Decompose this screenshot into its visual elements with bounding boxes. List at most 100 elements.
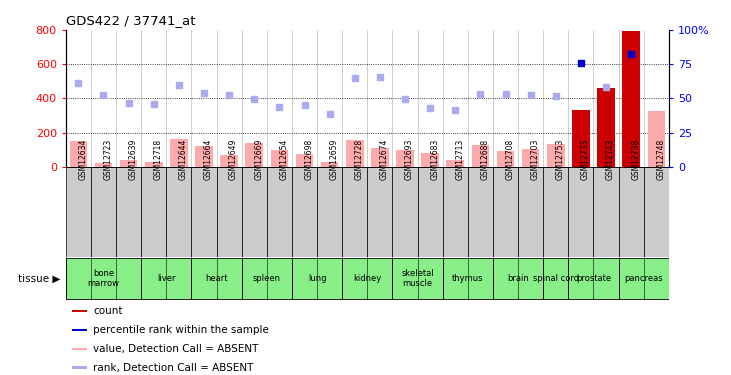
Bar (393, 167, 417, 257)
Bar (543, 167, 569, 257)
Text: bone
marrow: bone marrow (88, 269, 119, 288)
Bar (192, 167, 216, 257)
Bar (644, 167, 669, 257)
Bar (242, 258, 292, 299)
Bar (145, 162, 162, 167)
Bar (497, 152, 515, 167)
Text: GSM12693: GSM12693 (405, 139, 414, 180)
Text: rank, Detection Call = ABSENT: rank, Detection Call = ABSENT (93, 363, 254, 372)
Bar (69, 141, 87, 167)
Bar (195, 146, 213, 167)
Bar (493, 167, 518, 257)
Bar (342, 258, 393, 299)
Text: GSM12644: GSM12644 (179, 139, 188, 180)
Bar (220, 155, 238, 167)
Bar (72, 348, 87, 350)
Bar (242, 167, 267, 257)
Text: count: count (93, 306, 122, 316)
Text: GSM12738: GSM12738 (631, 139, 640, 180)
Text: GSM12674: GSM12674 (380, 139, 389, 180)
Bar (522, 149, 539, 167)
Bar (547, 144, 564, 167)
Bar (471, 145, 489, 167)
Bar (447, 160, 464, 167)
Bar (443, 258, 493, 299)
Text: value, Detection Call = ABSENT: value, Detection Call = ABSENT (93, 344, 258, 354)
Text: kidney: kidney (353, 274, 382, 283)
Bar (141, 167, 167, 257)
Bar (417, 167, 443, 257)
Text: GSM12703: GSM12703 (531, 139, 539, 180)
Bar (167, 167, 192, 257)
Bar (95, 163, 113, 167)
Bar (321, 162, 338, 167)
Text: thymus: thymus (452, 274, 484, 283)
Text: GSM12708: GSM12708 (506, 139, 515, 180)
Text: skeletal
muscle: skeletal muscle (401, 269, 434, 288)
Text: GSM12718: GSM12718 (154, 139, 163, 180)
Text: GSM12688: GSM12688 (480, 139, 489, 180)
Bar (72, 329, 87, 331)
Bar (572, 110, 590, 167)
Bar (246, 143, 263, 167)
Text: liver: liver (157, 274, 175, 283)
Bar (648, 111, 665, 167)
Text: GSM12664: GSM12664 (204, 139, 213, 180)
Bar (543, 258, 569, 299)
Bar (618, 258, 669, 299)
Text: GSM12743: GSM12743 (606, 139, 615, 180)
Text: pancreas: pancreas (624, 274, 663, 283)
Bar (518, 167, 543, 257)
Bar (618, 167, 644, 257)
Bar (371, 148, 389, 167)
Bar (296, 153, 314, 167)
Text: GSM12654: GSM12654 (279, 139, 288, 180)
Text: GSM12669: GSM12669 (254, 139, 263, 180)
Bar (367, 167, 393, 257)
Bar (569, 167, 594, 257)
Text: spinal cord: spinal cord (533, 274, 579, 283)
Text: GSM12723: GSM12723 (104, 139, 113, 180)
Bar (622, 31, 640, 167)
Bar (270, 150, 288, 167)
Bar (396, 150, 414, 167)
Text: percentile rank within the sample: percentile rank within the sample (93, 325, 269, 335)
Bar (292, 258, 342, 299)
Bar (267, 167, 292, 257)
Text: prostate: prostate (576, 274, 611, 283)
Bar (66, 167, 91, 257)
Bar (346, 140, 363, 167)
Text: GSM12698: GSM12698 (305, 139, 314, 180)
Text: GSM12748: GSM12748 (656, 139, 665, 180)
Bar (597, 88, 615, 167)
Bar (192, 258, 242, 299)
Bar (120, 160, 137, 167)
Bar (468, 167, 493, 257)
Bar (292, 167, 317, 257)
Bar (421, 153, 439, 167)
Text: lung: lung (308, 274, 326, 283)
Bar (72, 310, 87, 312)
Bar (393, 258, 443, 299)
Text: GSM12639: GSM12639 (129, 139, 137, 180)
Text: spleen: spleen (253, 274, 281, 283)
Bar (317, 167, 342, 257)
Bar (141, 258, 192, 299)
Text: GSM12683: GSM12683 (430, 139, 439, 180)
Text: tissue ▶: tissue ▶ (18, 273, 61, 284)
Text: GSM12659: GSM12659 (330, 139, 338, 180)
Text: GSM12728: GSM12728 (355, 139, 364, 180)
Bar (342, 167, 368, 257)
Bar (443, 167, 468, 257)
Bar (116, 167, 141, 257)
Text: GSM12713: GSM12713 (455, 139, 464, 180)
Bar (72, 366, 87, 369)
Bar (170, 139, 188, 167)
Bar (66, 258, 141, 299)
Text: brain: brain (507, 274, 529, 283)
Text: heart: heart (205, 274, 228, 283)
Text: GDS422 / 37741_at: GDS422 / 37741_at (66, 15, 195, 27)
Bar (569, 258, 618, 299)
Bar (493, 258, 543, 299)
Text: GSM12753: GSM12753 (556, 139, 565, 180)
